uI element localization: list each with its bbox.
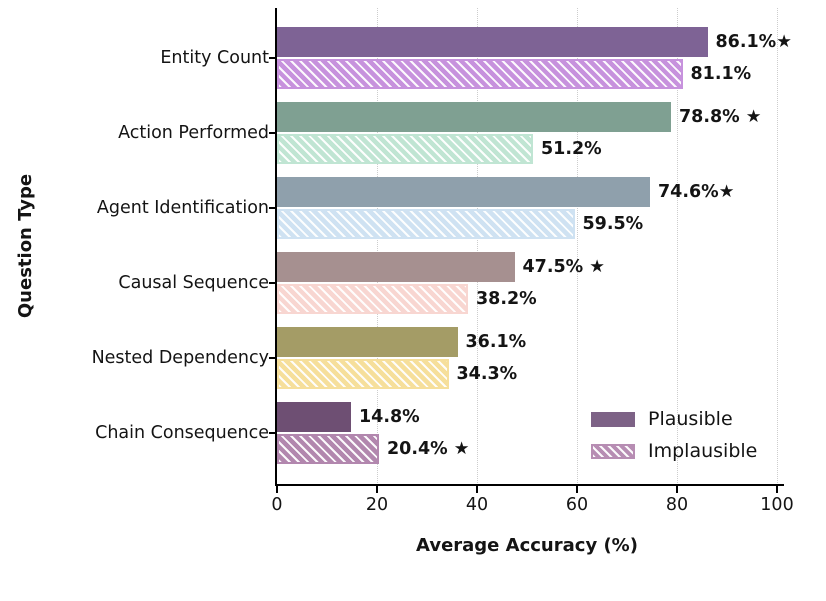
- gridline-x-80: [677, 8, 678, 485]
- legend: Plausible Implausible: [591, 403, 757, 467]
- bar-implausible-4: [277, 359, 449, 389]
- x-tick-label-20: 20: [365, 495, 389, 515]
- bar-plausible-1: [277, 102, 671, 132]
- value-label-plausible-4: 36.1%: [465, 332, 527, 352]
- x-tick-mark-20: [376, 486, 378, 493]
- gridline-x-40: [477, 8, 478, 485]
- value-label-plausible-1: 78.8% ★: [679, 107, 762, 127]
- y-tick-mark: [269, 207, 276, 209]
- category-label: Causal Sequence: [118, 273, 269, 293]
- category-label: Nested Dependency: [91, 348, 269, 368]
- value-label-plausible-3: 47.5% ★: [522, 257, 606, 277]
- bar-implausible-5: [277, 434, 379, 464]
- category-label: Action Performed: [118, 123, 269, 143]
- y-tick-mark: [269, 132, 276, 134]
- value-label-plausible-2: 74.6%★: [658, 182, 735, 202]
- value-label-plausible-0: 86.1%★: [715, 32, 792, 52]
- category-label: Chain Consequence: [95, 423, 269, 443]
- x-tick-mark-100: [776, 486, 778, 493]
- legend-entry-plausible: Plausible: [591, 403, 757, 435]
- bar-implausible-2: [277, 209, 575, 239]
- bar-implausible-3: [277, 284, 468, 314]
- value-label-implausible-3: 38.2%: [476, 289, 537, 309]
- x-tick-mark-80: [676, 486, 678, 493]
- legend-swatch-solid: [591, 411, 635, 427]
- y-axis-title: Question Type: [15, 173, 36, 319]
- bar-plausible-4: [277, 327, 458, 357]
- x-tick-label-80: 80: [665, 495, 689, 515]
- bar-plausible-2: [277, 177, 650, 207]
- y-tick-mark: [269, 357, 276, 359]
- bar-plausible-3: [277, 252, 515, 282]
- value-label-plausible-5: 14.8%: [359, 407, 420, 427]
- x-tick-label-60: 60: [565, 495, 589, 515]
- y-tick-mark: [269, 282, 276, 284]
- legend-swatch-hatched: [591, 443, 635, 459]
- category-label: Agent Identification: [96, 198, 269, 218]
- bar-implausible-0: [277, 59, 683, 89]
- gridline-x-60: [577, 8, 578, 485]
- value-label-implausible-0: 81.1%: [690, 64, 752, 84]
- y-axis-spine: [275, 8, 277, 486]
- x-axis-spine: [275, 484, 784, 486]
- bar-implausible-1: [277, 134, 533, 164]
- x-tick-mark-0: [276, 486, 278, 493]
- x-tick-label-100: 100: [760, 495, 794, 515]
- plot-area: 86.1%★ 81.1% 78.8% ★ 51.2% 74.6%★ 59.5% 47.5% …: [277, 8, 792, 485]
- x-tick-mark-40: [476, 486, 478, 493]
- x-tick-label-0: 0: [271, 495, 283, 515]
- bar-plausible-5: [277, 402, 351, 432]
- value-label-implausible-1: 51.2%: [541, 139, 602, 159]
- y-tick-mark: [269, 57, 276, 59]
- y-tick-mark: [269, 432, 276, 434]
- x-tick-mark-60: [576, 486, 578, 493]
- legend-label: Plausible: [648, 408, 733, 430]
- value-label-implausible-5: 20.4% ★: [387, 439, 470, 459]
- category-label: Entity Count: [160, 48, 269, 68]
- legend-label: Implausible: [648, 440, 758, 462]
- x-tick-label-40: 40: [465, 495, 489, 515]
- value-label-implausible-4: 34.3%: [456, 364, 518, 384]
- bar-plausible-0: [277, 27, 708, 57]
- gridline-x-20: [377, 8, 378, 485]
- gridline-x-100: [777, 8, 778, 485]
- x-axis-title: Average Accuracy (%): [416, 535, 638, 556]
- legend-entry-implausible: Implausible: [591, 435, 757, 467]
- value-label-implausible-2: 59.5%: [582, 214, 644, 234]
